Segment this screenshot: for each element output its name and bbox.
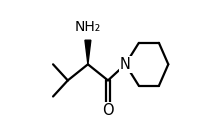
Text: NH₂: NH₂ bbox=[75, 21, 101, 34]
Text: N: N bbox=[120, 57, 131, 72]
Polygon shape bbox=[85, 40, 91, 64]
Text: O: O bbox=[102, 103, 114, 118]
